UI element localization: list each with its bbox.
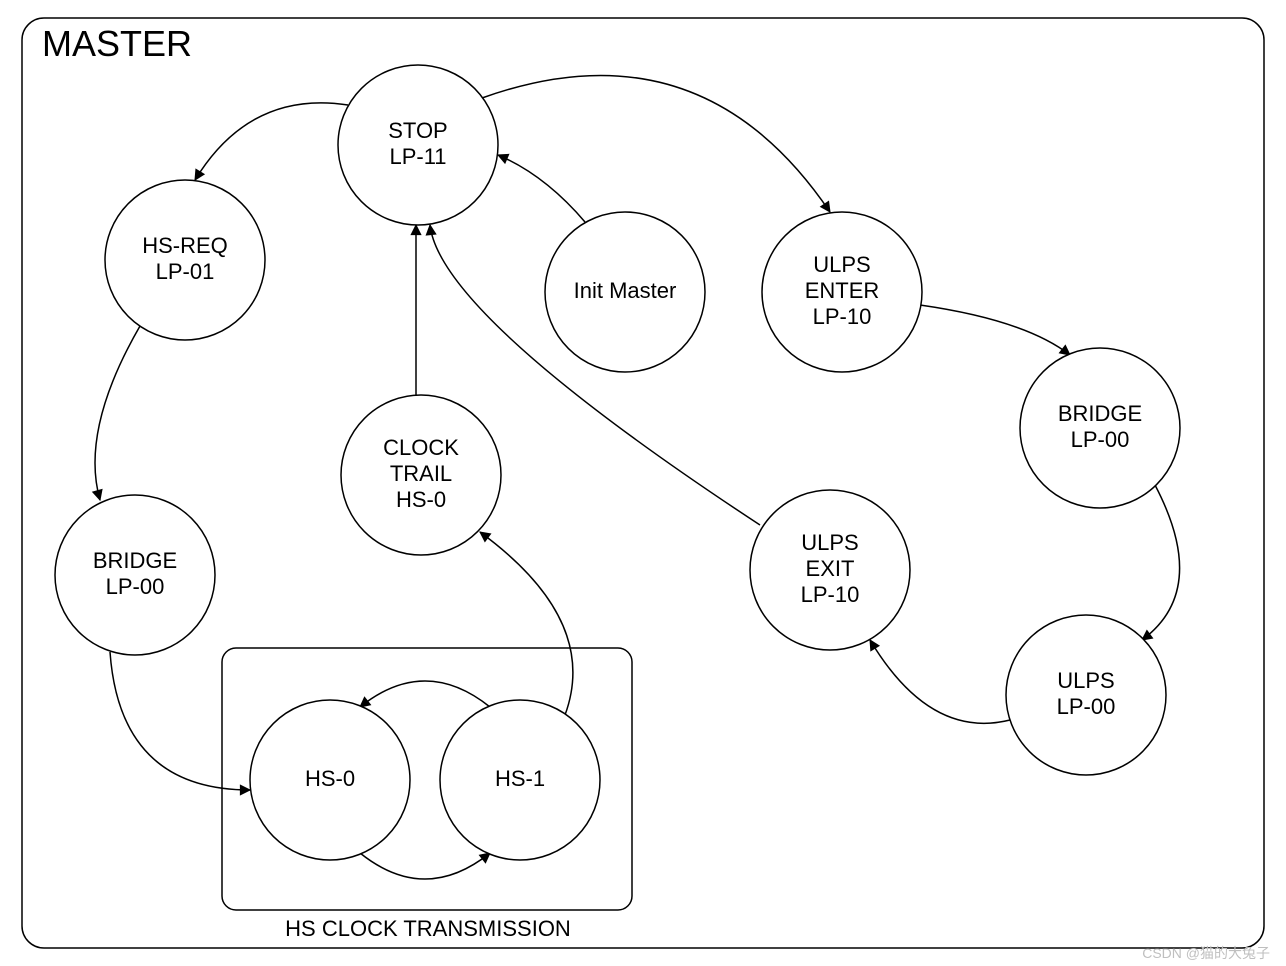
edge-ulps-to-ulpsexit	[870, 640, 1010, 723]
node-init_master: Init Master	[545, 212, 705, 372]
node-bridge_r: BRIDGELP-00	[1020, 348, 1180, 508]
node-bridge_l-line1: LP-00	[106, 574, 165, 599]
node-ulps_enter-line1: ENTER	[805, 278, 880, 303]
node-ulps_exit-line1: EXIT	[806, 556, 855, 581]
node-clock_trail: CLOCKTRAILHS-0	[341, 395, 501, 555]
edge-hs1-to-hs0-bot	[360, 853, 490, 879]
node-bridge_l: BRIDGELP-00	[55, 495, 215, 655]
node-hs_req: HS-REQLP-01	[105, 180, 265, 340]
node-bridge_r-line0: BRIDGE	[1058, 401, 1142, 426]
node-clock_trail-line2: HS-0	[396, 487, 446, 512]
node-ulps-line1: LP-00	[1057, 694, 1116, 719]
edge-bridger-to-ulps	[1142, 485, 1180, 640]
node-stop-line0: STOP	[388, 118, 448, 143]
node-hs1-line0: HS-1	[495, 766, 545, 791]
node-init_master-line0: Init Master	[574, 278, 677, 303]
node-stop-line1: LP-11	[389, 144, 446, 169]
node-ulps_exit: ULPSEXITLP-10	[750, 490, 910, 650]
nodes-group: STOPLP-11HS-REQLP-01BRIDGELP-00Init Mast…	[55, 65, 1180, 860]
node-hs1: HS-1	[440, 700, 600, 860]
node-bridge_r-line1: LP-00	[1071, 427, 1130, 452]
node-ulps_enter-line2: LP-10	[813, 304, 872, 329]
node-ulps_enter: ULPSENTERLP-10	[762, 212, 922, 372]
node-hs_req-line0: HS-REQ	[142, 233, 228, 258]
node-hs0-line0: HS-0	[305, 766, 355, 791]
hs-clock-label: HS CLOCK TRANSMISSION	[285, 916, 571, 941]
edge-stop-to-ulpsenter	[482, 75, 830, 212]
edge-bridgel-to-hs0	[110, 652, 250, 790]
node-clock_trail-line1: TRAIL	[390, 461, 452, 486]
node-bridge_l-line0: BRIDGE	[93, 548, 177, 573]
node-ulps_enter-line0: ULPS	[813, 252, 870, 277]
state-machine-diagram: MASTER HS CLOCK TRANSMISSION STOPLP-11 HS…	[0, 0, 1286, 966]
node-hs0: HS-0	[250, 700, 410, 860]
edge-initmaster-to-stop	[498, 155, 585, 222]
watermark-text: CSDN @猫的大兔子	[1142, 945, 1270, 961]
edge-stop-to-hsreq	[195, 103, 348, 180]
node-clock_trail-line0: CLOCK	[383, 435, 459, 460]
node-ulps: ULPSLP-00	[1006, 615, 1166, 775]
master-title: MASTER	[42, 23, 192, 64]
node-stop: STOPLP-11	[338, 65, 498, 225]
node-ulps-line0: ULPS	[1057, 668, 1114, 693]
edge-hsreq-to-bridgel	[95, 326, 140, 500]
edge-ulpsenter-to-bridger	[920, 305, 1070, 355]
edge-hs0-to-hs1-top	[360, 681, 490, 707]
node-ulps_exit-line2: LP-10	[801, 582, 860, 607]
edge-hs1-to-clocktrail	[480, 532, 573, 715]
node-ulps_exit-line0: ULPS	[801, 530, 858, 555]
node-hs_req-line1: LP-01	[156, 259, 215, 284]
